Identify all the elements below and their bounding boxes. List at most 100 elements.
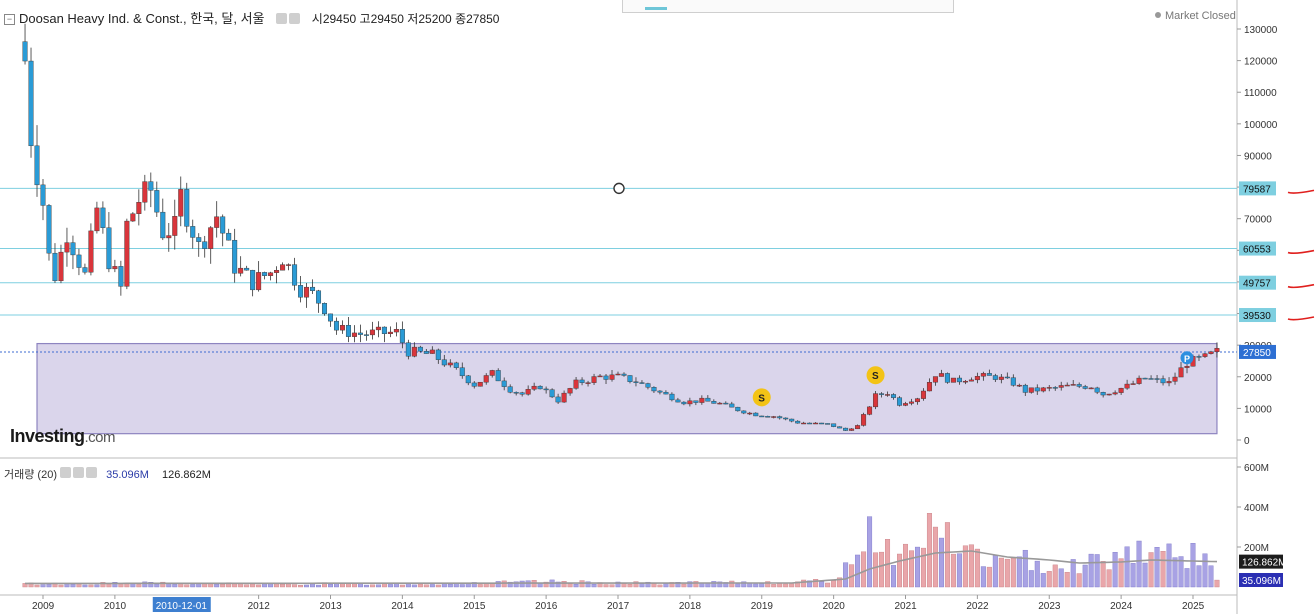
candle-body (1130, 383, 1136, 385)
eye-icon[interactable] (60, 467, 72, 478)
eye-icon[interactable] (276, 13, 288, 24)
volume-header: 거래량 (20) 35.096M 126.862M (4, 466, 211, 482)
time-tick-label: 2023 (1038, 601, 1061, 612)
candle-body (891, 394, 897, 398)
volume-bar (980, 566, 986, 588)
candle-body (256, 272, 262, 291)
toolbar-active-tab[interactable] (645, 7, 667, 10)
candle-body (375, 326, 381, 331)
event-marker (1180, 351, 1194, 365)
open-label: 시 (311, 12, 323, 26)
settings-icon[interactable] (73, 467, 85, 478)
candle-body (58, 251, 64, 282)
candle-body (154, 190, 160, 213)
drawing-toolbar[interactable] (622, 0, 954, 13)
volume-bar (160, 581, 166, 588)
volume-bar (1172, 557, 1178, 588)
candle-body (172, 216, 178, 236)
candle-body (609, 374, 615, 380)
market-status: Market Closed (1155, 10, 1236, 22)
volume-bar (956, 553, 962, 588)
candle-body (807, 422, 813, 425)
candle-body (100, 207, 106, 228)
open-value: 29450 (322, 12, 357, 26)
candle-body (1010, 377, 1016, 386)
volume-bar (280, 583, 286, 588)
candle-body (88, 230, 94, 273)
candle-body (292, 264, 298, 286)
volume-bar (633, 581, 639, 588)
series-controls[interactable] (276, 12, 302, 27)
candle-body (903, 403, 909, 406)
candle-body (357, 332, 363, 335)
volume-bar (974, 548, 980, 588)
candle-body (1136, 377, 1142, 384)
candle-body (411, 346, 417, 357)
volume-bar (1124, 546, 1130, 588)
time-tick-label: 2010 (104, 601, 127, 612)
candle-body (1124, 383, 1130, 389)
volume-bar (1004, 558, 1010, 588)
hand-annotation (1287, 249, 1315, 255)
volume-bar (950, 553, 956, 588)
candle-body (717, 402, 723, 405)
candle-body (867, 406, 873, 415)
volume-bar (363, 584, 369, 588)
settings-icon[interactable] (289, 13, 301, 24)
collapse-icon[interactable]: − (4, 14, 15, 25)
candle-body (825, 423, 831, 425)
volume-bar (855, 554, 861, 588)
volume-bar (369, 584, 375, 588)
volume-bar (1070, 559, 1076, 588)
volume-bar (1040, 573, 1046, 588)
volume-bar (807, 580, 813, 588)
volume-bar (837, 577, 843, 588)
volume-bar (1208, 565, 1214, 588)
candle-body (525, 389, 531, 395)
high-value: 29450 (370, 12, 404, 26)
volume-bar (759, 583, 765, 588)
candle-body (423, 351, 429, 354)
candle-body (561, 392, 567, 403)
volume-bar (405, 583, 411, 588)
volume-bar (873, 552, 879, 588)
volume-bar (1088, 553, 1094, 588)
candle-body (1106, 393, 1112, 396)
candle-body (381, 326, 387, 335)
candle-body (819, 422, 825, 425)
candle-body (130, 213, 136, 222)
volume-bar (962, 545, 968, 588)
volume-bar (903, 543, 909, 588)
candle-body (178, 189, 184, 217)
volume-bar (1154, 547, 1160, 588)
volume-bar (741, 581, 747, 588)
candle-body (885, 394, 891, 396)
close-icon[interactable] (86, 467, 98, 478)
volume-label-bg (1239, 573, 1283, 587)
candle-body (657, 390, 663, 393)
candle-body (220, 216, 226, 234)
candle-body (124, 220, 130, 287)
candle-body (1016, 384, 1022, 387)
candle-body (387, 331, 393, 335)
volume-controls[interactable] (60, 467, 99, 481)
candle-body (489, 370, 495, 376)
candle-body (142, 181, 148, 203)
candle-body (591, 376, 597, 383)
volume-bar (423, 584, 429, 588)
candle-body (310, 286, 316, 291)
volume-bar (489, 583, 495, 588)
volume-tick-label: 400M (1244, 503, 1269, 514)
hline-label-bg (1239, 275, 1276, 290)
event-marker-label: S (872, 371, 879, 382)
candle-body (675, 399, 681, 403)
volume-bar (399, 584, 405, 588)
volume-bar (393, 583, 399, 588)
candle-body (1088, 387, 1094, 390)
price-tick-label: 100000 (1244, 120, 1278, 131)
candle-body (495, 370, 501, 382)
candle-body (537, 385, 543, 390)
candle-body (879, 393, 885, 395)
candle-body (28, 60, 34, 147)
